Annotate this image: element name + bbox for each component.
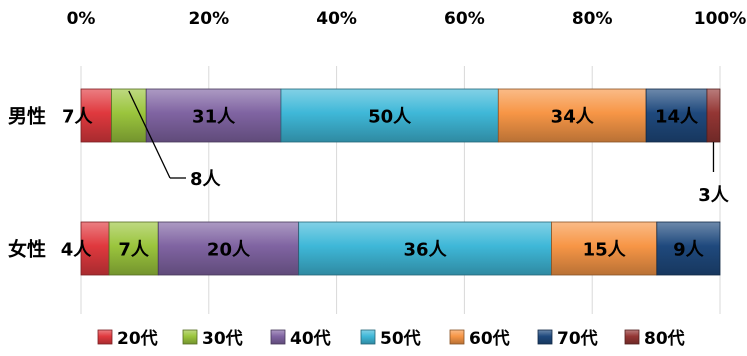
x-tick-label: 100% xyxy=(694,9,747,29)
legend-swatch xyxy=(537,329,553,345)
category-label: 男性 xyxy=(8,105,46,128)
bar-segment xyxy=(108,221,159,276)
data-label: 50人 xyxy=(368,107,412,128)
bar-segment xyxy=(157,221,300,276)
x-axis-tick-labels: 0% 20% 40% 60% 80% 100% xyxy=(67,9,747,29)
legend-swatch xyxy=(97,329,113,345)
x-tick-label: 0% xyxy=(67,9,96,29)
legend-swatch xyxy=(270,329,286,345)
x-tick-label: 80% xyxy=(572,9,613,29)
legend-label: 40代 xyxy=(290,328,331,349)
legend-swatch xyxy=(449,329,465,345)
bar-segments xyxy=(80,88,721,276)
data-label: 4人 xyxy=(61,240,93,261)
data-label: 7人 xyxy=(62,107,94,128)
data-label: 31人 xyxy=(192,107,236,128)
data-label: 7人 xyxy=(118,240,150,261)
data-label: 15人 xyxy=(583,240,627,261)
data-labels: 7人 8人 31人 50人 34人 14人 3人 4人 7人 20人 36人 15人 9人 xyxy=(61,90,730,261)
bar-segment xyxy=(497,88,647,143)
bar-segment xyxy=(706,88,721,143)
x-tick-label: 20% xyxy=(188,9,229,29)
bar-segment xyxy=(280,88,499,143)
x-tick-label: 60% xyxy=(444,9,485,29)
bar-segment xyxy=(551,221,658,276)
legend-label: 70代 xyxy=(557,328,598,349)
category-label: 女性 xyxy=(8,238,46,261)
legend-label: 60代 xyxy=(469,328,510,349)
legend-label: 50代 xyxy=(380,328,421,349)
data-label: 3人 xyxy=(698,185,730,206)
legend-label: 80代 xyxy=(644,328,685,349)
legend: 20代 30代 40代 50代 60代 70代 80代 xyxy=(97,328,685,349)
legend-label: 20代 xyxy=(117,328,158,349)
data-label: 14人 xyxy=(655,107,699,128)
data-label: 36人 xyxy=(404,240,448,261)
x-tick-label: 40% xyxy=(316,9,357,29)
legend-label: 30代 xyxy=(202,328,243,349)
legend-swatch xyxy=(182,329,198,345)
bar-segment xyxy=(656,221,721,276)
bar-segment xyxy=(80,88,112,143)
bar-segment xyxy=(645,88,708,143)
leader-line xyxy=(128,90,171,179)
legend-swatch xyxy=(360,329,376,345)
data-label: 9人 xyxy=(673,240,705,261)
data-label: 34人 xyxy=(551,107,595,128)
bar-segment xyxy=(80,221,110,276)
data-label: 20人 xyxy=(207,240,251,261)
legend-swatch xyxy=(624,329,640,345)
data-label: 8人 xyxy=(190,169,222,190)
bar-segment xyxy=(298,221,552,276)
